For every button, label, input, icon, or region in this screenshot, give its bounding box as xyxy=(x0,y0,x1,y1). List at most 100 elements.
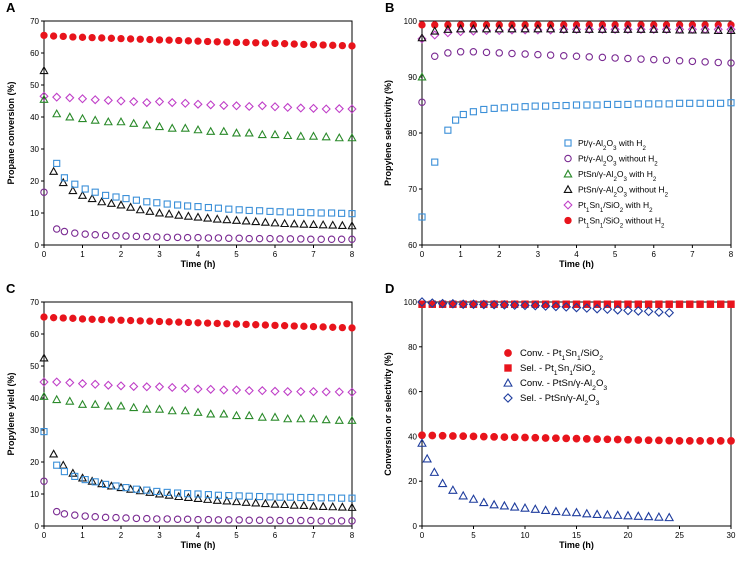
data-point xyxy=(252,321,260,329)
x-tick-label: 6 xyxy=(652,250,657,259)
data-point xyxy=(132,485,140,493)
data-point xyxy=(280,499,290,509)
x-tick-label: 3 xyxy=(157,531,162,540)
data-point xyxy=(39,377,49,387)
data-point xyxy=(592,303,602,314)
y-tick-label: 10 xyxy=(30,490,39,499)
x-tick-label: 8 xyxy=(350,531,355,540)
data-point xyxy=(40,188,48,196)
data-point xyxy=(102,191,110,199)
series-ptsn-gamma-al2o3-with-h2 xyxy=(39,94,357,142)
legend-entry: Sel. - PtSn/γ-Al2O3 xyxy=(503,393,600,407)
data-point xyxy=(562,434,571,443)
legend-label: Conv. - Pt1Sn1/SiO2 xyxy=(520,348,603,362)
data-point xyxy=(571,24,582,35)
data-point xyxy=(347,502,357,511)
data-point xyxy=(39,65,49,75)
data-point xyxy=(49,166,59,175)
data-point xyxy=(417,438,427,447)
data-point xyxy=(206,126,216,135)
data-point xyxy=(103,380,113,390)
data-point xyxy=(40,477,48,485)
series-pt-gamma-al2o3-with-h2 xyxy=(40,428,356,502)
data-point xyxy=(530,300,541,311)
data-point xyxy=(675,57,684,65)
series-ptsn-gamma-al2o3-without-h2 xyxy=(39,65,357,230)
data-point xyxy=(552,434,560,443)
data-point xyxy=(559,24,569,33)
data-point xyxy=(52,92,62,102)
data-point xyxy=(39,94,49,103)
data-point xyxy=(204,491,212,499)
data-point xyxy=(231,385,242,395)
data-point xyxy=(645,100,653,108)
data-point xyxy=(223,38,231,46)
data-point xyxy=(329,41,337,49)
data-point xyxy=(551,506,561,516)
data-point xyxy=(257,101,267,111)
data-point xyxy=(452,116,460,124)
data-point xyxy=(280,40,289,48)
data-point xyxy=(337,235,346,243)
data-point xyxy=(643,306,654,317)
data-point xyxy=(510,433,519,442)
data-point xyxy=(661,24,672,33)
data-point xyxy=(449,432,457,440)
data-point xyxy=(142,120,152,129)
data-point xyxy=(194,37,202,45)
x-tick-label: 20 xyxy=(624,531,633,540)
legend-entry: Conv. - Pt1Sn1/SiO2 xyxy=(504,348,603,362)
data-point xyxy=(675,300,684,308)
data-point xyxy=(112,231,120,240)
data-point xyxy=(143,198,151,206)
data-point xyxy=(167,382,177,393)
data-point xyxy=(266,234,274,243)
data-point xyxy=(81,230,89,238)
data-point xyxy=(338,323,347,332)
legend-entry: Conv. - PtSn/γ-Al2O3 xyxy=(503,377,607,392)
data-point xyxy=(289,500,299,509)
data-point xyxy=(448,485,458,494)
data-point xyxy=(561,302,572,312)
data-point xyxy=(154,121,165,131)
data-point xyxy=(572,434,581,443)
data-point xyxy=(77,94,88,104)
data-point xyxy=(60,174,68,182)
y-tick-label: 80 xyxy=(408,343,417,352)
series-conv-ptsn-gamma-al2o3 xyxy=(417,438,675,522)
data-point xyxy=(135,485,145,495)
data-point xyxy=(77,378,88,389)
data-point xyxy=(726,25,736,35)
y-tick-label: 40 xyxy=(408,432,417,441)
data-point xyxy=(231,410,242,420)
data-point xyxy=(321,104,331,114)
data-point xyxy=(266,516,274,524)
y-tick-label: 20 xyxy=(408,477,417,486)
data-point xyxy=(478,497,489,507)
data-point xyxy=(334,415,344,424)
legend-marker xyxy=(563,169,573,178)
data-point xyxy=(623,305,633,316)
data-point xyxy=(52,108,62,118)
data-point xyxy=(561,507,572,516)
data-point xyxy=(232,38,241,47)
data-point xyxy=(102,480,110,488)
legend-label: Sel. - PtSn/γ-Al2O3 xyxy=(520,393,600,407)
data-point xyxy=(155,36,164,44)
data-point xyxy=(286,235,295,243)
y-tick-label: 100 xyxy=(404,298,418,307)
data-point xyxy=(418,21,426,29)
data-point xyxy=(235,206,243,214)
data-point xyxy=(469,432,478,441)
data-point xyxy=(98,315,106,324)
data-point xyxy=(418,213,426,221)
data-point xyxy=(231,101,242,111)
data-point xyxy=(245,492,253,500)
y-tick-label: 0 xyxy=(35,241,40,250)
data-point xyxy=(129,118,139,127)
data-point xyxy=(307,209,315,217)
data-point xyxy=(636,24,646,35)
data-point xyxy=(309,322,318,331)
data-point xyxy=(347,387,357,397)
panel-label: B xyxy=(385,0,394,15)
